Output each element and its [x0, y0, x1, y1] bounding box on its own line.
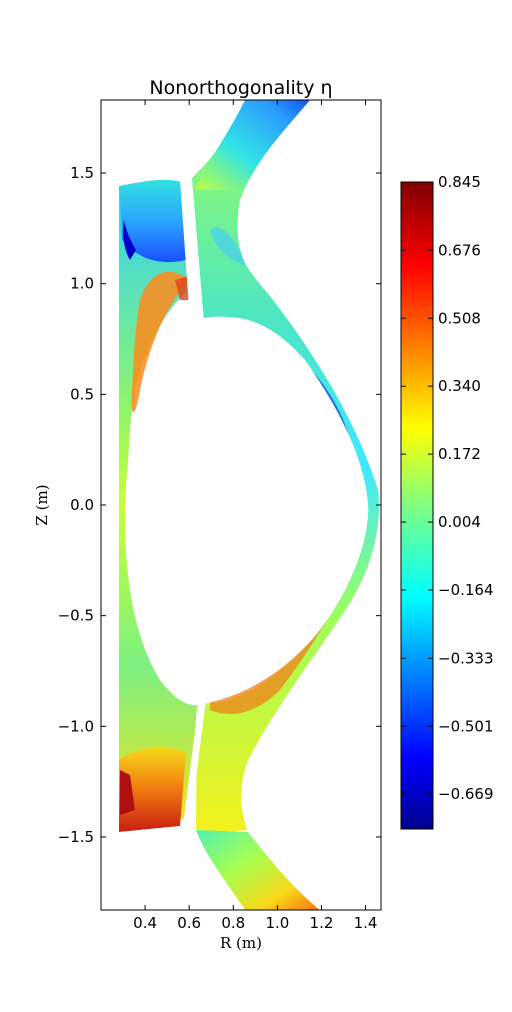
y-tick-label: 0.0: [70, 496, 94, 514]
x-axis: 0.4 0.6 0.8 1.0 1.2 1.4: [133, 100, 377, 932]
x-tick-label: 0.6: [177, 914, 201, 932]
y-tick-label: 1.5: [70, 164, 94, 182]
y-axis-label: Z (m): [33, 484, 51, 525]
x-tick-label: 0.4: [133, 914, 157, 932]
colorbar-ticks: 0.845 0.676 0.508 0.340 0.172 0.004 −0.164 −0.3…: [401, 173, 494, 803]
y-axis: 1.5 1.0 0.5 0.0 −0.5 −1.0 −1.5: [58, 164, 381, 846]
colorbar-tick-label: 0.676: [438, 241, 481, 259]
y-tick-label: −0.5: [58, 607, 94, 625]
colorbar-tick-label: 0.845: [438, 173, 481, 191]
colorbar: [400, 181, 434, 830]
y-tick-label: −1.0: [58, 717, 94, 735]
y-tick-label: −1.5: [58, 828, 94, 846]
colorbar-tick-label: −0.333: [438, 649, 494, 667]
x-tick-label: 1.4: [354, 914, 378, 932]
colorbar-tick-label: −0.669: [438, 785, 494, 803]
colorbar-tick-label: 0.340: [438, 377, 481, 395]
x-tick-label: 1.2: [310, 914, 334, 932]
colorbar-tick-label: 0.508: [438, 309, 481, 327]
x-tick-label: 1.0: [265, 914, 289, 932]
y-tick-label: 0.5: [70, 385, 94, 403]
mesh-field: [101, 100, 381, 910]
chart-title: Nonorthogonality η: [149, 77, 332, 99]
colorbar-tick-label: −0.164: [438, 581, 494, 599]
x-axis-label: R (m): [220, 934, 262, 952]
x-tick-label: 0.8: [221, 914, 245, 932]
colorbar-tick-label: 0.172: [438, 445, 481, 463]
colorbar-tick-label: −0.501: [438, 717, 494, 735]
colorbar-tick-label: 0.004: [438, 513, 481, 531]
y-tick-label: 1.0: [70, 275, 94, 293]
